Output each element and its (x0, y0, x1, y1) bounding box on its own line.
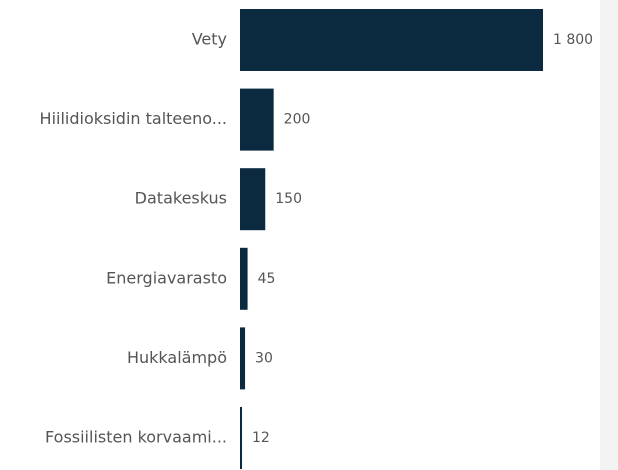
category-label: Datakeskus (135, 189, 227, 208)
bar (240, 407, 243, 469)
category-label: Hiilidioksidin talteeno... (40, 109, 227, 128)
value-label: 200 (284, 112, 311, 128)
bar (240, 168, 266, 231)
side-panel (600, 0, 618, 470)
value-label: 150 (275, 191, 302, 207)
category-label: Vety (192, 30, 227, 49)
bar (240, 9, 543, 71)
value-label: 1 800 (553, 32, 593, 48)
value-label: 45 (258, 271, 276, 287)
value-label: 12 (252, 430, 270, 446)
bar (240, 327, 246, 390)
bar (240, 247, 248, 310)
category-label: Fossiilisten korvaami... (45, 428, 227, 447)
category-label: Hukkalämpö (127, 348, 227, 367)
category-label: Energiavarasto (106, 268, 227, 287)
value-label: 30 (255, 350, 273, 366)
bar (240, 88, 274, 151)
